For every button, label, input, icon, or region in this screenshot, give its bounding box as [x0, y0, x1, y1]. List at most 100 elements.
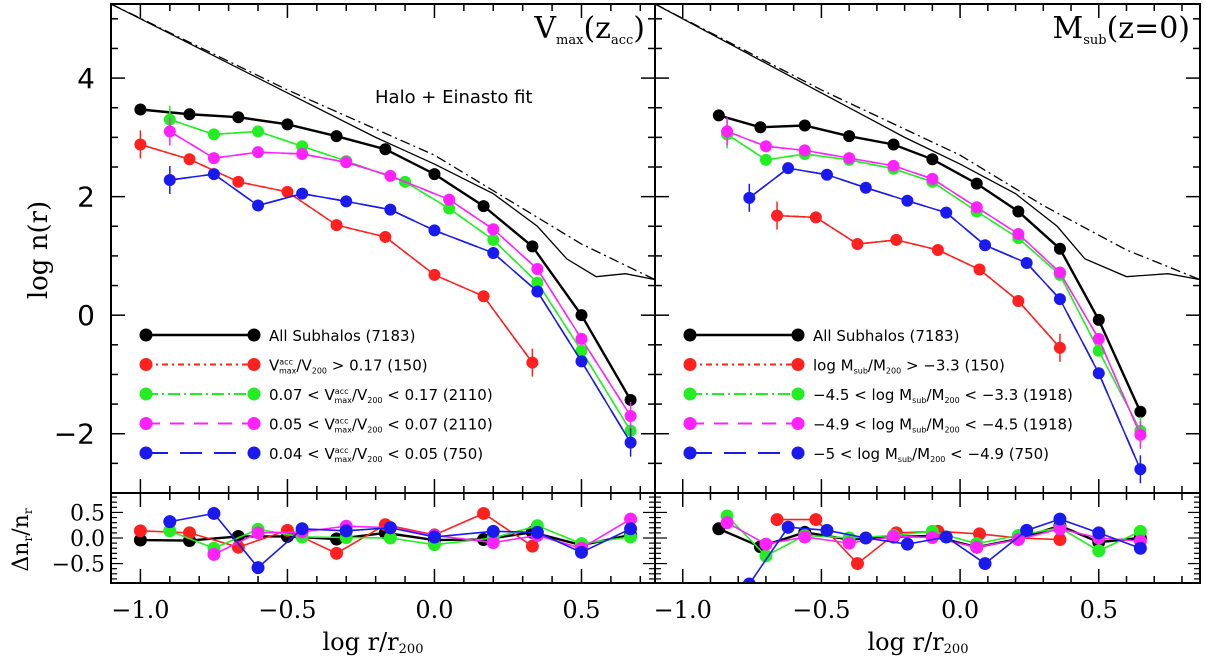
x-axis-label: log r/r200	[323, 628, 424, 657]
right-legend-marker	[683, 358, 697, 371]
text-span: /M	[926, 416, 944, 434]
text-span: max	[334, 455, 352, 464]
text-span: All Subhalos (7183)	[269, 327, 415, 345]
data-point	[207, 506, 221, 520]
text-span: acc	[335, 417, 349, 426]
data-point	[859, 531, 873, 545]
right-residual-plot-area	[712, 509, 1147, 583]
left-legend-label: 0.07 < Vacc max/V200 < 0.17 (2110)	[269, 386, 493, 405]
data-point	[1092, 526, 1106, 540]
text-span: < −4.9 (750)	[945, 445, 1049, 463]
data-point	[970, 201, 983, 214]
data-point	[295, 522, 309, 536]
data-point	[1053, 522, 1067, 536]
data-point	[1053, 533, 1067, 547]
text-span: > −3.3 (150)	[901, 357, 1005, 375]
data-point	[809, 513, 823, 527]
resid-y-tick-label: −0.5	[52, 553, 105, 578]
data-point	[624, 436, 637, 449]
data-point	[1092, 313, 1105, 326]
x-tick-label: −1.0	[654, 596, 712, 624]
data-point	[384, 203, 397, 216]
x-tick-label: 0.5	[1080, 596, 1118, 624]
data-point	[820, 523, 834, 537]
right-legend-marker	[791, 328, 805, 342]
data-point	[383, 521, 397, 535]
resid-y-axis-label: Δnr/nr	[9, 508, 35, 571]
data-point	[379, 230, 392, 243]
data-point	[531, 262, 544, 275]
data-point	[526, 240, 539, 253]
data-point	[809, 211, 822, 224]
data-point	[1053, 242, 1066, 255]
text-span: 0.04 < V	[269, 445, 336, 463]
x-tick-label: 0.0	[941, 596, 979, 624]
text-span: sub	[854, 367, 868, 376]
text-span: 200	[367, 426, 382, 435]
left-main-plot-area	[111, 4, 655, 457]
data-point	[251, 561, 265, 575]
resid-y-tick-label: 0.0	[70, 527, 105, 552]
data-point	[531, 285, 544, 298]
text-span: 200	[399, 642, 424, 657]
data-point	[232, 175, 245, 188]
data-point	[973, 263, 986, 276]
left-legend-marker	[139, 358, 153, 371]
data-point	[575, 309, 588, 322]
data-point	[624, 393, 637, 406]
data-point	[798, 144, 811, 157]
data-point	[926, 153, 939, 166]
text-span: /V	[296, 357, 312, 375]
left-legend-marker	[247, 446, 261, 460]
data-point	[890, 233, 903, 246]
data-point	[850, 557, 864, 571]
text-span: /n	[9, 514, 34, 536]
einasto-fit-line	[655, 4, 1200, 281]
left-legend-marker	[247, 358, 261, 371]
data-point	[281, 118, 294, 131]
text-span: log M	[813, 357, 854, 375]
text-span: sub	[898, 455, 912, 464]
text-span: 200	[944, 396, 959, 405]
data-point	[1012, 205, 1025, 218]
left-legend-marker	[247, 328, 261, 342]
einasto-fit-line	[111, 4, 655, 281]
data-point	[759, 549, 773, 563]
data-point	[340, 156, 353, 169]
data-point	[252, 199, 265, 212]
data-point	[759, 537, 773, 551]
right-main-plot-area	[655, 4, 1200, 484]
data-point	[525, 539, 539, 553]
y-axis-label: log n(r)	[24, 201, 54, 299]
data-point	[1012, 294, 1025, 307]
right-legend-marker	[791, 358, 805, 371]
data-point	[183, 153, 196, 166]
data-point	[901, 194, 914, 207]
data-point	[487, 233, 500, 246]
text-span: −4.5 < log M	[813, 386, 912, 404]
data-point	[574, 545, 588, 559]
data-point	[887, 159, 900, 172]
data-point	[384, 169, 397, 182]
data-point	[183, 526, 197, 540]
series-line-4	[169, 173, 632, 444]
text-span: max	[556, 33, 584, 48]
right-legend-marker	[683, 417, 697, 430]
data-point	[183, 108, 196, 121]
data-point	[163, 515, 177, 529]
data-point	[843, 152, 856, 165]
right-legend-marker	[683, 446, 697, 460]
y-tick-label: 2	[77, 181, 95, 214]
data-point	[251, 526, 265, 540]
data-point	[232, 111, 245, 124]
data-point	[782, 162, 795, 175]
data-point	[624, 409, 637, 422]
data-point	[575, 344, 588, 357]
data-point	[163, 125, 176, 138]
text-span: sub	[912, 426, 926, 435]
text-span: 200	[944, 426, 959, 435]
data-point	[133, 524, 147, 538]
data-point	[575, 332, 588, 345]
y-tick-label: 0	[77, 299, 95, 332]
data-point	[1011, 533, 1025, 547]
